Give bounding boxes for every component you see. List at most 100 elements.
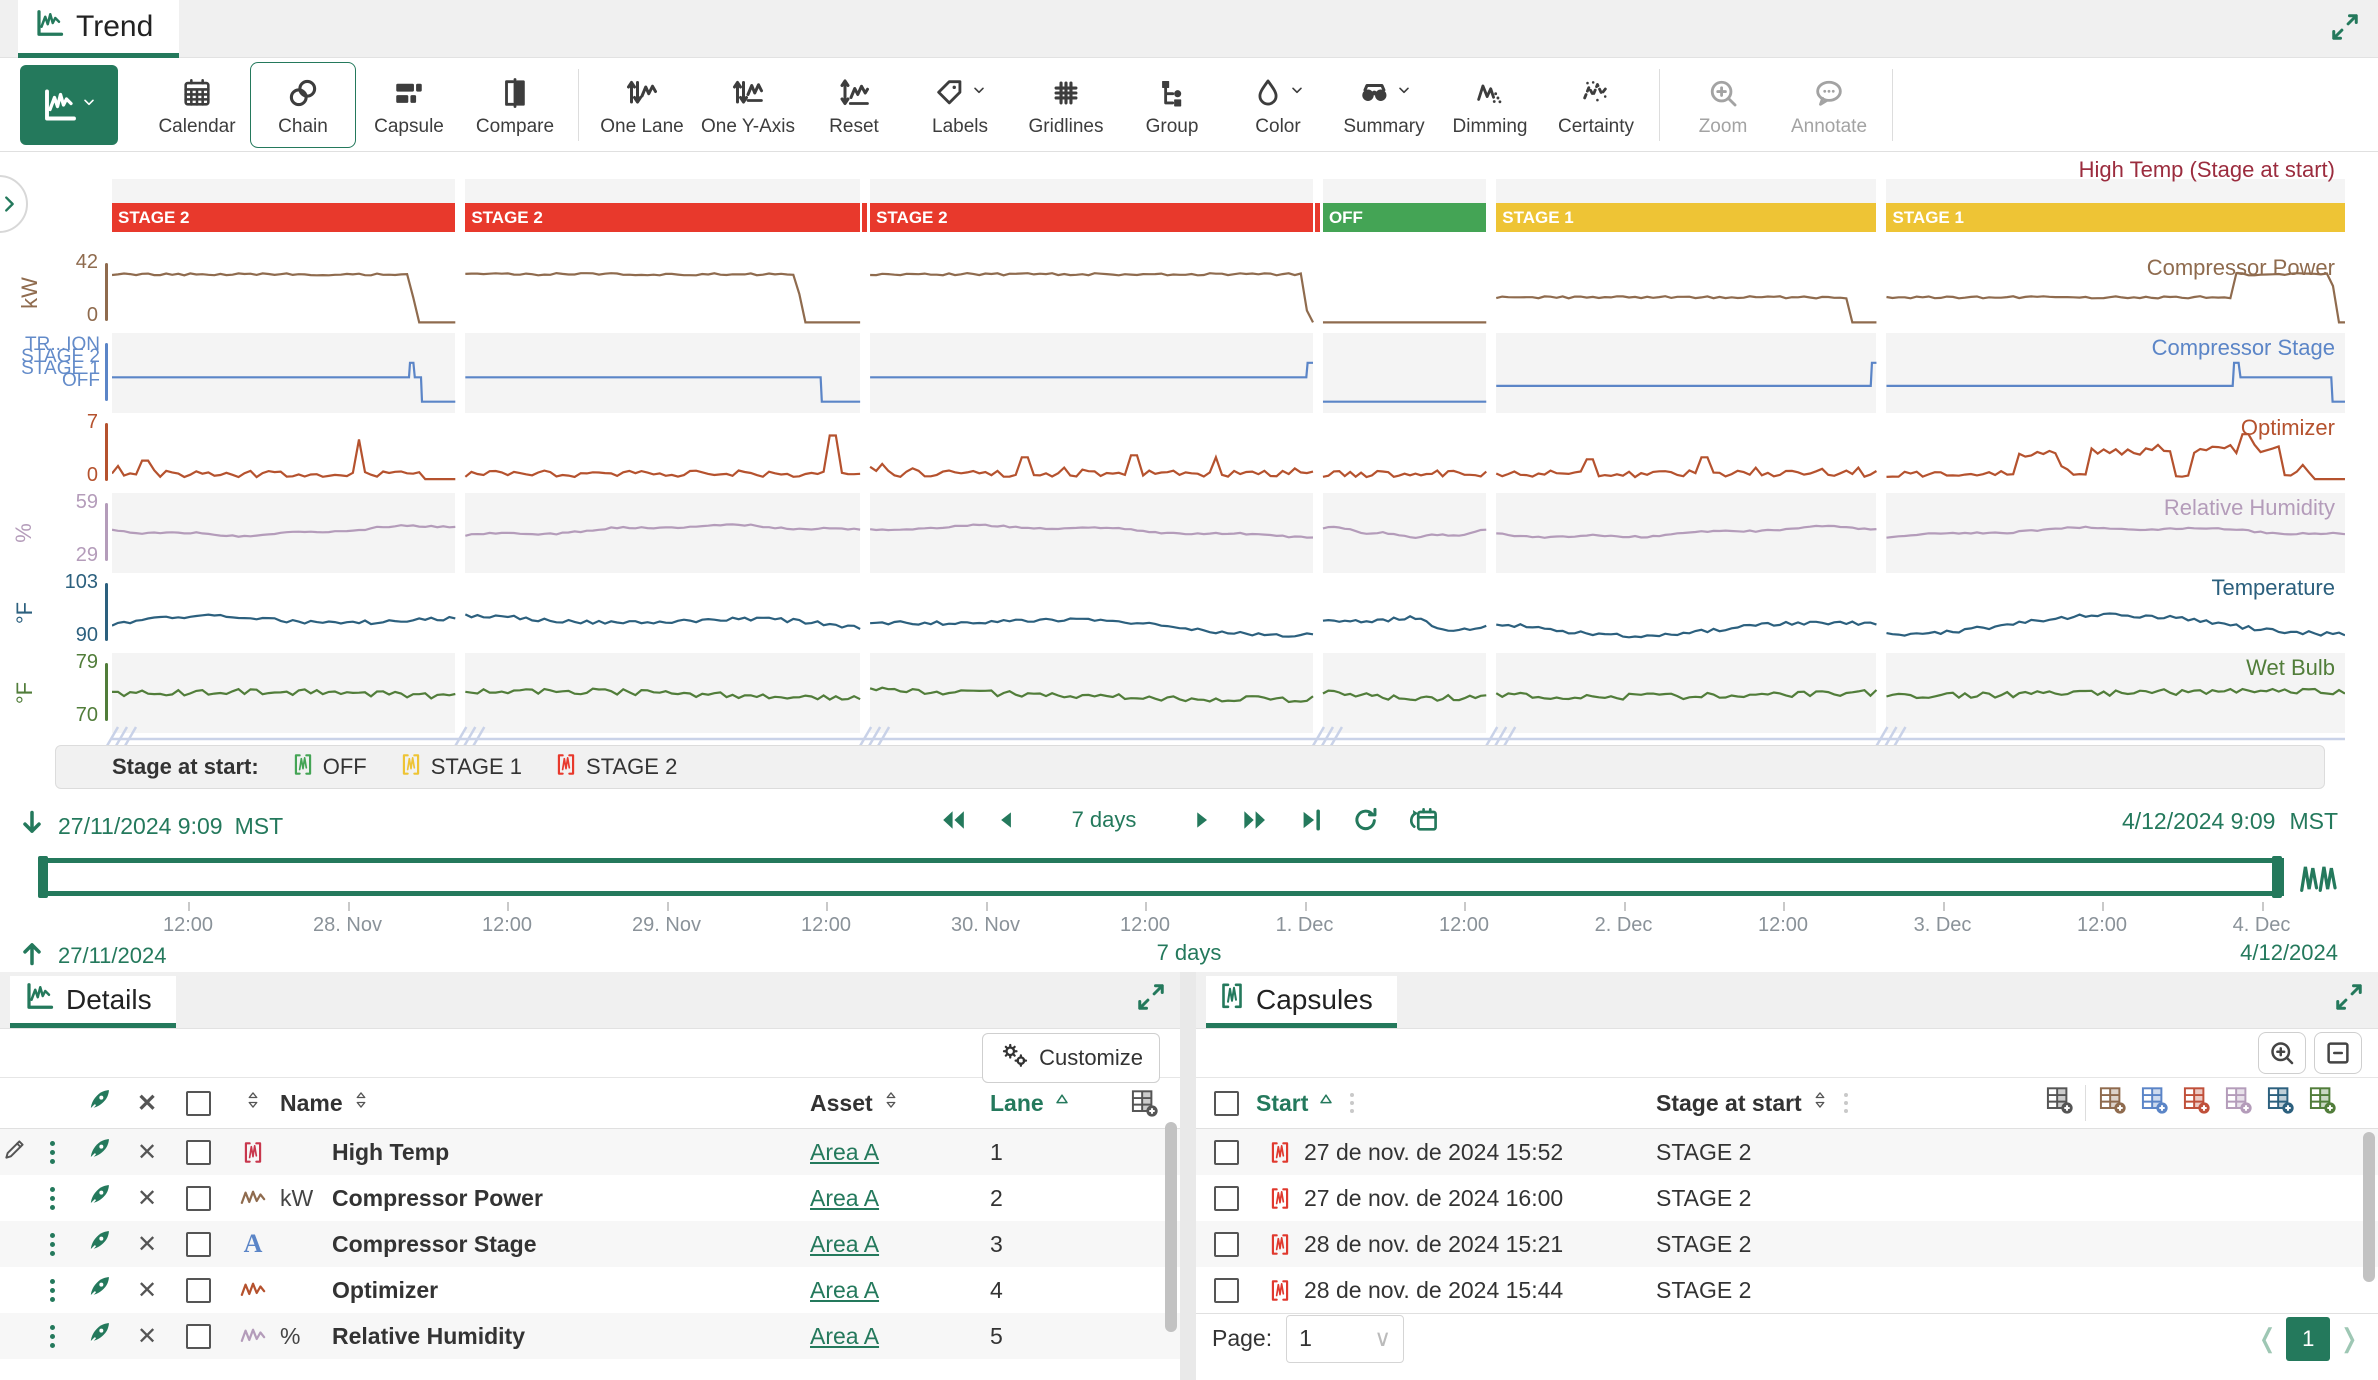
add-stat-column-button[interactable]	[2264, 1085, 2296, 1121]
summary-button[interactable]: Summary	[1331, 62, 1437, 148]
page-select[interactable]: 1 ∨	[1286, 1314, 1405, 1363]
capsules-scrollbar[interactable]	[2363, 1132, 2375, 1282]
add-column-button[interactable]	[2043, 1085, 2075, 1121]
tab-details[interactable]: Details	[10, 976, 176, 1028]
column-header-stage-at-start[interactable]: Stage at start	[1656, 1088, 2016, 1118]
capsule-checkbox[interactable]	[1196, 1277, 1256, 1303]
refresh-icon[interactable]	[1350, 805, 1380, 835]
details-row-high-temp[interactable]: ✕ High Temp Area A 1	[0, 1129, 1180, 1175]
lane-compressor-stage[interactable]: Compressor Stage	[112, 333, 2345, 413]
capsule-row[interactable]: 28 de nov. de 2024 15:44 STAGE 2	[1196, 1267, 2378, 1313]
select-all-checkbox[interactable]	[170, 1090, 226, 1116]
step-back-button[interactable]	[994, 805, 1020, 835]
remove-item-icon[interactable]: ✕	[136, 1184, 158, 1212]
lane-wet-bulb[interactable]: Wet Bulb	[112, 653, 2345, 733]
add-stat-column-button[interactable]	[2222, 1085, 2254, 1121]
stage-capsule-bar[interactable]: STAGE 2	[870, 203, 1313, 232]
compare-button[interactable]: Compare	[462, 62, 568, 148]
page-current[interactable]: 1	[2286, 1316, 2331, 1361]
remove-item-icon[interactable]: ✕	[136, 1322, 158, 1350]
stage-capsule-bar[interactable]: STAGE 1	[1886, 203, 2345, 232]
asset-swap-icon[interactable]	[74, 1227, 124, 1261]
capsule-checkbox[interactable]	[1196, 1185, 1256, 1211]
tab-trend[interactable]: Trend	[18, 0, 180, 58]
timeline-slider-right-handle[interactable]	[2272, 856, 2282, 898]
trend-type-button[interactable]	[20, 64, 118, 145]
column-header-asset[interactable]: Asset	[810, 1088, 990, 1118]
remove-item-icon[interactable]: ✕	[136, 1230, 158, 1258]
edit-pencil-icon[interactable]	[0, 1136, 30, 1168]
chart-plot-area[interactable]: STAGE 2 STAGE 2 STAGE 2 OFF STAGE 1 STAGE 1 Hi…	[102, 153, 2345, 752]
column-header-name[interactable]: Name	[280, 1088, 810, 1118]
step-to-now-button[interactable]	[1296, 805, 1324, 835]
row-menu-icon[interactable]	[30, 1232, 74, 1256]
capsules-collapse-button[interactable]	[2314, 1032, 2362, 1074]
row-checkbox[interactable]	[170, 1323, 226, 1349]
asset-link[interactable]: Area A	[810, 1230, 880, 1257]
lane-compressor-power[interactable]: Compressor Power	[112, 253, 2345, 333]
investigate-range-start[interactable]: 27/11/2024	[58, 943, 167, 968]
color-button[interactable]: Color	[1225, 62, 1331, 148]
zoom-button[interactable]: Zoom	[1670, 62, 1776, 148]
asset-link[interactable]: Area A	[810, 1138, 880, 1165]
lane-temperature[interactable]: Temperature	[112, 573, 2345, 653]
row-menu-icon[interactable]	[30, 1140, 74, 1164]
row-checkbox[interactable]	[170, 1139, 226, 1165]
row-checkbox[interactable]	[170, 1185, 226, 1211]
customize-button[interactable]: Customize	[982, 1033, 1160, 1083]
duration-label[interactable]: 7 days	[1071, 807, 1137, 832]
annotate-button[interactable]: Annotate	[1776, 62, 1882, 148]
asset-swap-icon[interactable]	[74, 1273, 124, 1307]
dimming-button[interactable]: Dimming	[1437, 62, 1543, 148]
group-button[interactable]: Group	[1119, 62, 1225, 148]
details-row-compressor-stage[interactable]: ✕ A Compressor Stage Area A 3	[0, 1221, 1180, 1267]
capsule-checkbox[interactable]	[1196, 1139, 1256, 1165]
details-row-compressor-power[interactable]: ✕ kW Compressor Power Area A 2	[0, 1175, 1180, 1221]
timeline-slider-track[interactable]	[40, 858, 2284, 896]
timeline-slider[interactable]	[38, 856, 2337, 900]
remove-all-column-icon[interactable]: ✕	[136, 1089, 158, 1117]
reset-button[interactable]: Reset	[801, 62, 907, 148]
add-column-button[interactable]	[1108, 1088, 1180, 1118]
capsules-expand-icon[interactable]	[2334, 982, 2364, 1017]
lane-relative-humidity[interactable]: Relative Humidity	[112, 493, 2345, 573]
add-stat-column-button[interactable]	[2180, 1085, 2212, 1121]
step-back-week-button[interactable]	[938, 805, 968, 835]
chain-button[interactable]: Chain	[250, 61, 356, 148]
one-y-axis-button[interactable]: One Y-Axis	[695, 62, 801, 148]
asset-swap-icon[interactable]	[74, 1181, 124, 1215]
capsule-row[interactable]: 27 de nov. de 2024 15:52 STAGE 2	[1196, 1129, 2378, 1175]
add-stat-column-button[interactable]	[2306, 1085, 2338, 1121]
stage-capsule-bar[interactable]: OFF	[1322, 203, 1487, 232]
lane-optimizer[interactable]: Optimizer	[112, 413, 2345, 493]
tab-capsules[interactable]: Capsules	[1206, 976, 1397, 1028]
row-checkbox[interactable]	[170, 1231, 226, 1257]
remove-item-icon[interactable]: ✕	[136, 1138, 158, 1166]
stage-capsule-bar[interactable]: STAGE 2	[112, 203, 456, 232]
display-range-start[interactable]: 27/11/2024 9:09	[58, 812, 223, 839]
lane-high-temp[interactable]: STAGE 2 STAGE 2 STAGE 2 OFF STAGE 1 STAGE 1 Hi…	[112, 153, 2345, 253]
step-forward-button[interactable]	[1188, 805, 1214, 835]
details-row-optimizer[interactable]: ✕ Optimizer Area A 4	[0, 1267, 1180, 1313]
labels-button[interactable]: Labels	[907, 62, 1013, 148]
timeline-slider-left-handle[interactable]	[38, 856, 48, 898]
page-next-button[interactable]: ❭	[2338, 1323, 2360, 1353]
capsule-row[interactable]: 27 de nov. de 2024 16:00 STAGE 2	[1196, 1175, 2378, 1221]
add-stat-column-button[interactable]	[2138, 1085, 2170, 1121]
capsule-row[interactable]: 28 de nov. de 2024 15:21 STAGE 2	[1196, 1221, 2378, 1267]
asset-link[interactable]: Area A	[810, 1184, 880, 1211]
certainty-button[interactable]: Certainty	[1543, 62, 1649, 148]
row-menu-icon[interactable]	[30, 1278, 74, 1302]
auto-update-icon[interactable]	[1406, 804, 1440, 836]
gridlines-button[interactable]: Gridlines	[1013, 62, 1119, 148]
add-stat-column-button[interactable]	[2096, 1085, 2128, 1121]
page-prev-button[interactable]: ❬	[2256, 1323, 2279, 1353]
asset-swap-icon[interactable]	[74, 1319, 124, 1353]
asset-swap-column-icon[interactable]	[74, 1086, 124, 1120]
asset-link[interactable]: Area A	[810, 1276, 880, 1303]
display-range-end[interactable]: 4/12/2024 9:09	[2121, 808, 2276, 834]
details-row-relative-humidity[interactable]: ✕% Relative Humidity Area A 5	[0, 1313, 1180, 1359]
details-expand-icon[interactable]	[1136, 982, 1166, 1017]
asset-swap-icon[interactable]	[74, 1135, 124, 1169]
capsules-zoom-button[interactable]	[2258, 1032, 2306, 1074]
